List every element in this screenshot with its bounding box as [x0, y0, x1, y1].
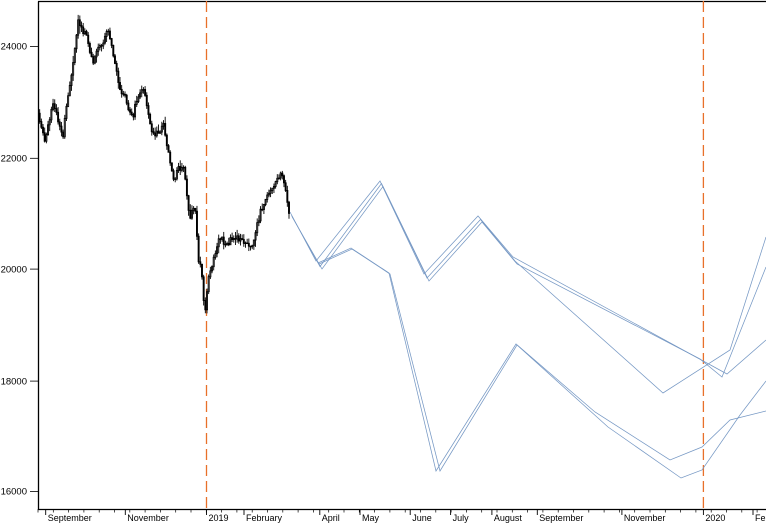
- svg-text:April: April: [322, 513, 340, 523]
- svg-text:September: September: [48, 513, 92, 523]
- svg-text:2019: 2019: [209, 513, 229, 523]
- svg-text:July: July: [453, 513, 470, 523]
- svg-text:Feb: Feb: [755, 513, 766, 523]
- svg-text:November: November: [127, 513, 169, 523]
- svg-text:18000: 18000: [1, 376, 27, 387]
- svg-text:24000: 24000: [1, 42, 27, 53]
- svg-text:16000: 16000: [1, 487, 27, 498]
- svg-text:May: May: [362, 513, 380, 523]
- svg-text:February: February: [246, 513, 283, 523]
- svg-text:2020: 2020: [705, 513, 725, 523]
- svg-text:November: November: [624, 513, 666, 523]
- svg-text:September: September: [539, 513, 583, 523]
- svg-text:June: June: [412, 513, 432, 523]
- svg-text:22000: 22000: [1, 154, 27, 165]
- svg-text:August: August: [494, 513, 523, 523]
- svg-text:20000: 20000: [1, 264, 27, 275]
